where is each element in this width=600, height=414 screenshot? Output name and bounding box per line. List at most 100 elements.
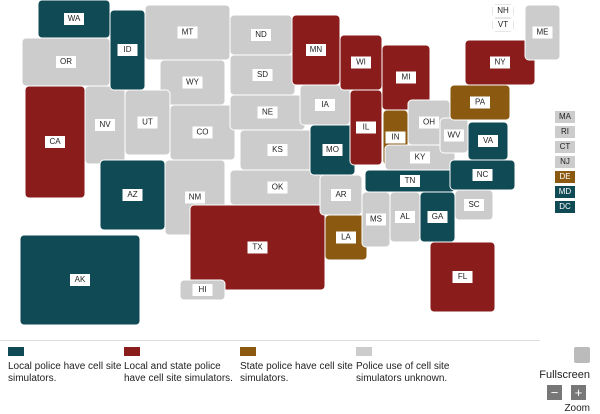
state-label: VA — [483, 136, 494, 145]
state-label-box — [396, 71, 416, 84]
state-label-box — [336, 231, 356, 244]
zoom-out-button[interactable]: − — [547, 385, 562, 400]
legend-label: Police use of cell site simulators unkno… — [356, 361, 450, 384]
state-label-box — [247, 241, 268, 254]
legend-swatch — [124, 347, 140, 356]
state-label: TN — [405, 176, 416, 185]
state-label: NH — [497, 6, 509, 15]
state-label-box — [331, 189, 351, 201]
state-label: OH — [423, 118, 435, 127]
state-label-box — [182, 76, 203, 89]
state-label: NJ — [560, 157, 570, 166]
state-label-box — [356, 121, 376, 134]
state-label: KS — [272, 145, 283, 154]
state-label-box — [427, 211, 448, 223]
state-label: ME — [537, 28, 549, 37]
state-label: MD — [559, 187, 572, 196]
state-label-box — [555, 201, 575, 213]
state-label-box — [122, 189, 143, 201]
state-label-box — [137, 116, 158, 129]
state-label-box — [95, 119, 115, 131]
state-label: CT — [560, 142, 571, 151]
legend-swatch — [8, 347, 24, 356]
state-label: WA — [68, 14, 81, 23]
state-label: OK — [272, 183, 284, 192]
legend-swatch — [356, 347, 372, 356]
state-label: LA — [341, 233, 351, 242]
state-label: UT — [142, 118, 153, 127]
zoom-label: Zoom — [564, 403, 590, 414]
state-label: SC — [468, 200, 479, 209]
state-label-box — [555, 186, 575, 198]
state-label-box — [70, 274, 90, 286]
state-label: DE — [559, 172, 570, 181]
state-label: NE — [262, 108, 273, 117]
state-label-box — [251, 29, 271, 41]
state-label-box — [267, 181, 288, 194]
state-label: IA — [321, 100, 329, 109]
state-label: ND — [255, 30, 267, 39]
state-label-box — [64, 13, 84, 25]
state-label-box — [267, 144, 288, 156]
state-label-box — [351, 56, 371, 69]
state-label-box — [177, 26, 198, 39]
state-label-box — [322, 144, 343, 156]
state-label-box — [452, 271, 473, 283]
legend: Local police have cell site simulators. L… — [0, 340, 540, 401]
state-label: SD — [257, 70, 268, 79]
state-label: KY — [415, 153, 426, 162]
state-label: WV — [448, 131, 462, 140]
state-label: MN — [310, 45, 323, 54]
state-label-box — [252, 69, 273, 81]
fullscreen-button[interactable] — [574, 347, 590, 363]
state-label-box — [192, 126, 213, 139]
state-label: MA — [559, 112, 572, 121]
state-label: MT — [182, 28, 194, 37]
state-label: VT — [498, 20, 508, 29]
state-label-box — [444, 129, 464, 142]
state-label: GA — [432, 212, 444, 221]
legend-swatch — [240, 347, 256, 356]
state-label: NY — [494, 58, 506, 67]
state-label-box — [493, 5, 513, 17]
state-label-box — [257, 106, 278, 119]
state-label-box — [555, 111, 575, 123]
state-label-box — [395, 211, 415, 223]
state-label-box — [464, 199, 484, 211]
state-label: DC — [559, 202, 571, 211]
state-label: TX — [252, 243, 263, 252]
state-label: ID — [124, 45, 132, 54]
state-label: AK — [75, 275, 86, 284]
state-label: AZ — [127, 190, 137, 199]
legend-label: Local and state police have cell site si… — [124, 361, 233, 384]
state-label: MO — [326, 145, 339, 154]
state-label: NV — [99, 120, 111, 129]
state-label-box — [555, 156, 575, 168]
map: WA OR CA NV ID MT WY UT CO AZ NM ND SD NE KS OK TX MN IA MO… — [19, 0, 575, 326]
state-label-box — [385, 131, 406, 144]
state-label: OR — [60, 57, 72, 66]
state-label-box — [56, 56, 76, 68]
state-label: MS — [370, 215, 382, 224]
map-controls: Fullscreen − + Zoom — [530, 345, 600, 414]
state-label-box — [315, 99, 335, 111]
state-label-box — [472, 169, 493, 181]
state-label: HI — [199, 285, 207, 294]
state-label-box — [192, 284, 213, 296]
state-label: CA — [49, 137, 61, 146]
state-label: IL — [363, 123, 370, 132]
state-label: WI — [356, 58, 366, 67]
state-label-box — [470, 96, 490, 109]
state-label-box — [532, 26, 553, 39]
state-label: RI — [561, 127, 569, 136]
state-label: PA — [475, 98, 486, 107]
state-label: WY — [186, 78, 200, 87]
zoom-in-button[interactable]: + — [571, 385, 586, 400]
state-label-box — [410, 151, 430, 164]
fullscreen-label[interactable]: Fullscreen — [539, 369, 590, 381]
state-label-box — [419, 116, 439, 129]
legend-label: Local police have cell site simulators. — [8, 361, 122, 384]
state-label-box — [555, 141, 575, 153]
state-label-box — [366, 213, 386, 226]
